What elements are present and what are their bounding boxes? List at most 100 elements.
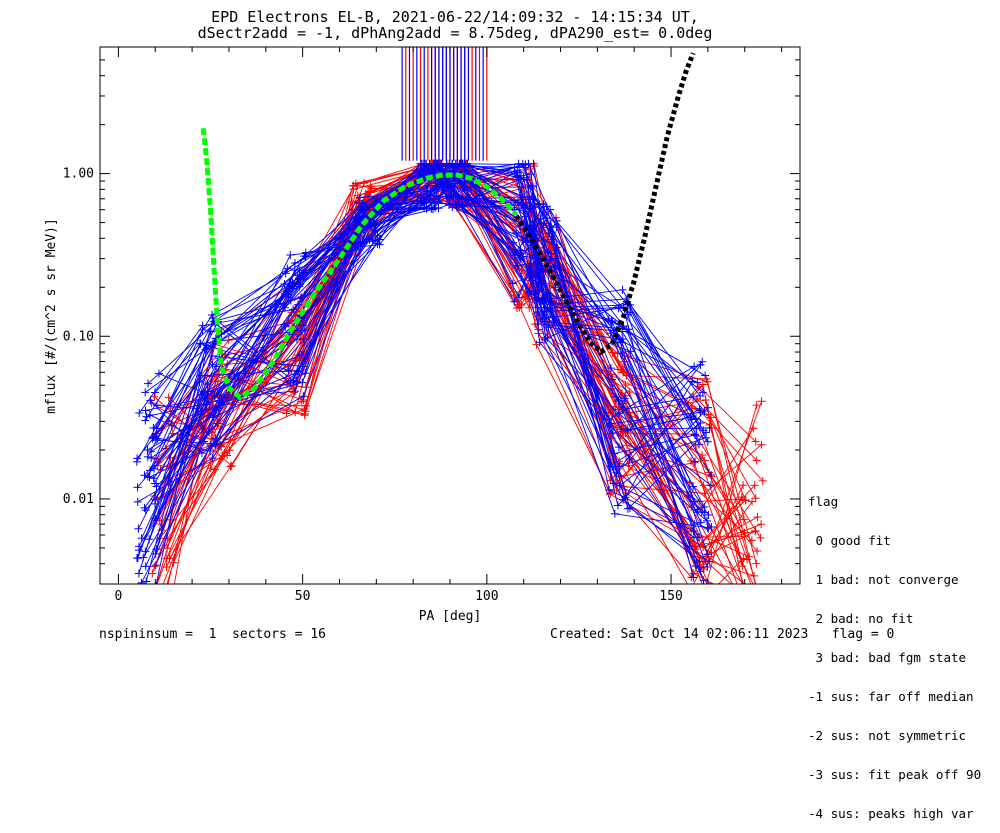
blue-series-point: [695, 563, 704, 572]
blue-series-point: [372, 194, 381, 203]
axes-layer: 0 50 100 150 0.01 0.10 1.00: [63, 46, 801, 604]
blue-series-point: [534, 319, 543, 328]
red-series-point: [753, 513, 762, 522]
blue-series-point: [429, 159, 438, 168]
x-axis-label: PA [deg]: [419, 609, 482, 624]
red-series-point: [227, 461, 236, 470]
blue-series-point: [552, 243, 561, 252]
blue-series-point: [703, 437, 712, 446]
blue-series-point: [134, 569, 143, 578]
blue-series-point: [703, 516, 712, 525]
blue-series-point: [448, 200, 457, 209]
blue-series-point: [212, 362, 221, 371]
red-series-point: [301, 407, 310, 416]
blue-series-point: [696, 360, 705, 369]
data-layer: [132, 47, 767, 610]
blue-series-point: [691, 457, 700, 466]
red-series-line: [169, 176, 746, 584]
blue-series-point: [208, 360, 217, 369]
red-series-point: [546, 281, 555, 290]
red-series-point: [748, 497, 757, 506]
blue-series-point: [142, 412, 151, 421]
blue-series-point: [434, 198, 443, 207]
blue-series-point: [143, 446, 152, 455]
blue-series-point: [703, 550, 712, 559]
blue-series-point: [529, 182, 538, 191]
red-series-point: [742, 587, 750, 595]
red-series-point: [741, 602, 749, 610]
red-series-point: [707, 587, 715, 595]
red-series-point: [739, 515, 748, 524]
red-series-point: [517, 300, 526, 309]
red-series-point: [757, 520, 766, 529]
blue-series-point: [375, 240, 384, 249]
blue-series-point: [623, 426, 632, 435]
blue-series-point: [206, 441, 215, 450]
blue-series-point: [141, 416, 150, 425]
blue-series-point: [618, 405, 627, 414]
legend-item-peaks-high-var: -4 sus: peaks high var: [808, 806, 974, 821]
blue-series-point: [625, 455, 634, 464]
blue-series-point: [609, 479, 618, 488]
blue-series-point: [142, 577, 151, 584]
blue-series-point: [143, 452, 152, 461]
black-fit-line: [514, 52, 696, 356]
blue-series-point: [687, 415, 696, 424]
blue-series-line: [150, 176, 696, 462]
blue-series-point: [690, 520, 699, 529]
blue-series-point: [510, 297, 519, 306]
blue-series-point: [509, 238, 518, 247]
legend-item-not-converge: 1 bad: not converge: [808, 572, 959, 587]
blue-series-point: [689, 392, 698, 401]
blue-series-point: [689, 573, 698, 582]
blue-series-point: [298, 378, 307, 387]
blue-series-point: [285, 282, 294, 291]
blue-series-point: [613, 501, 622, 510]
blue-series-point: [534, 308, 543, 317]
legend-item-far-off-median: -1 sus: far off median: [808, 689, 974, 704]
blue-series-point: [133, 483, 142, 492]
blue-series-point: [284, 284, 293, 293]
blue-series-point: [696, 392, 705, 401]
blue-series-point: [612, 468, 621, 477]
red-series-point: [752, 401, 761, 410]
blue-series-point: [552, 294, 561, 303]
red-series-point: [218, 451, 227, 460]
data-group: [132, 47, 767, 610]
blue-series-point: [462, 194, 471, 203]
blue-series-point: [204, 427, 213, 436]
blue-series-point: [149, 432, 158, 441]
red-series-point: [750, 588, 758, 596]
blue-series-point: [300, 326, 309, 335]
blue-series-point: [299, 392, 308, 401]
red-series-point: [366, 187, 375, 196]
red-series-point: [739, 481, 748, 490]
blue-series-point: [692, 432, 701, 441]
blue-series-point: [356, 193, 365, 202]
blue-series-point: [143, 472, 152, 481]
red-series-point: [704, 410, 713, 419]
red-series-point: [758, 476, 767, 485]
blue-series-point: [423, 181, 432, 190]
blue-series-point: [535, 338, 544, 347]
blue-series-point: [705, 423, 714, 432]
blue-series-point: [517, 199, 526, 208]
blue-series-point: [134, 524, 143, 533]
red-series-point: [622, 441, 631, 450]
red-series-point: [621, 380, 630, 389]
blue-series-point: [693, 505, 702, 514]
red-series-point: [756, 533, 765, 542]
red-series-point: [756, 594, 764, 602]
blue-series-point: [141, 388, 150, 397]
x-tick-label: 100: [475, 589, 498, 604]
y-tick-label: 0.01: [63, 492, 94, 507]
blue-series-point: [300, 313, 309, 322]
blue-series-point: [216, 398, 225, 407]
blue-series-point: [141, 406, 150, 415]
blue-series-point: [621, 493, 630, 502]
blue-series-point: [699, 426, 708, 435]
blue-series-point: [516, 249, 525, 258]
legend-item-peak-off-90: -3 sus: fit peak off 90: [808, 767, 982, 782]
legend-item-good-fit: 0 good fit: [808, 533, 891, 548]
blue-series-point: [215, 396, 224, 405]
